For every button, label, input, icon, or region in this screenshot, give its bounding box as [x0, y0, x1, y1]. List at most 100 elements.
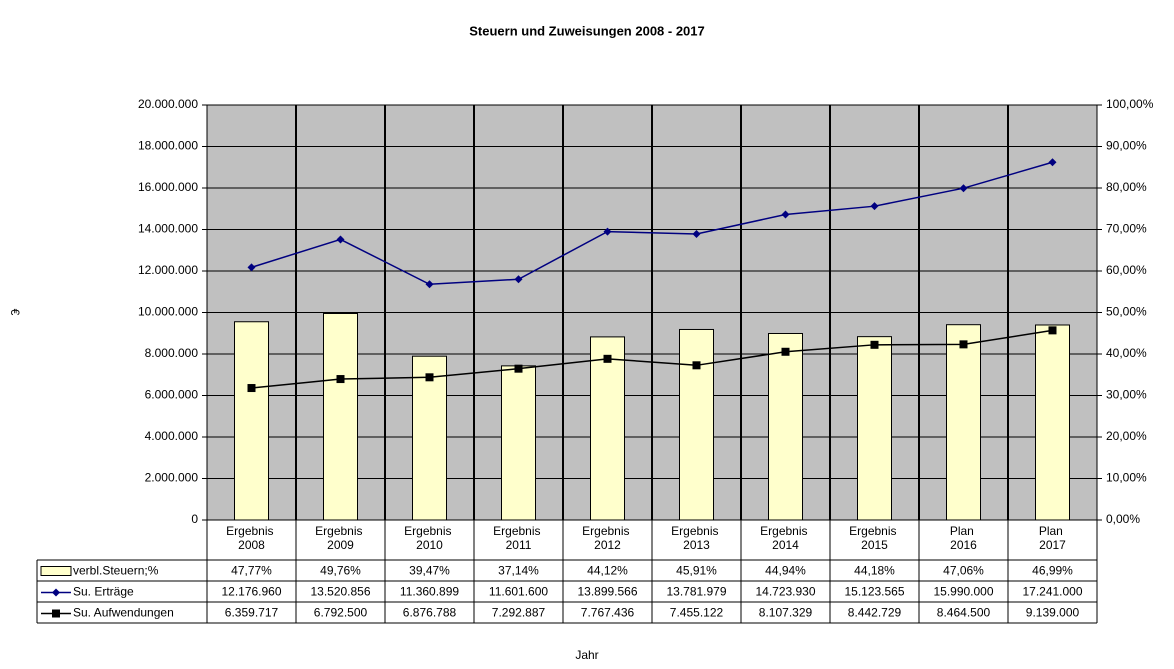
x-tick-label: Ergebnis 2012 — [582, 524, 633, 552]
legend-label: Su. Erträge — [73, 585, 134, 599]
table-value: 17.241.000 — [1022, 585, 1082, 599]
y2-tick-label: 50,00% — [1106, 305, 1147, 319]
y-tick-label: 14.000.000 — [138, 222, 198, 236]
table-value: 8.464.500 — [937, 606, 991, 620]
bar — [946, 324, 981, 521]
marker — [247, 384, 256, 393]
table-value: 11.360.899 — [400, 585, 459, 599]
y2-tick-label: 80,00% — [1106, 180, 1147, 194]
marker — [959, 340, 968, 349]
bar — [323, 312, 358, 521]
x-tick-label: Ergebnis 2008 — [226, 524, 277, 552]
marker — [425, 373, 434, 382]
table-value: 44,18% — [854, 564, 895, 578]
table-value: 47,06% — [943, 564, 984, 578]
marker — [870, 202, 879, 211]
table-value: 15.990.000 — [933, 585, 993, 599]
legend-label: Su. Aufwendungen — [73, 606, 174, 620]
legend-marker — [52, 609, 60, 618]
marker — [514, 275, 523, 284]
y-tick-label: 6.000.000 — [145, 388, 199, 402]
bar — [857, 336, 892, 521]
bar — [679, 328, 714, 521]
marker — [870, 340, 879, 349]
table-value: 6.876.788 — [403, 606, 457, 620]
marker — [425, 280, 434, 289]
y2-tick-label: 0,00% — [1106, 512, 1140, 526]
table-value: 13.520.856 — [310, 585, 370, 599]
x-tick-label: Ergebnis 2015 — [849, 524, 900, 552]
y2-tick-label: 30,00% — [1106, 388, 1147, 402]
table-value: 7.455.122 — [670, 606, 724, 620]
y-tick-label: 8.000.000 — [145, 346, 199, 360]
table-value: 11.601.600 — [489, 585, 548, 599]
y2-tick-label: 60,00% — [1106, 263, 1147, 277]
marker — [1048, 326, 1057, 335]
x-tick-label: Ergebnis 2010 — [404, 524, 455, 552]
marker — [336, 235, 345, 244]
table-value: 44,94% — [765, 564, 806, 578]
y2-tick-label: 40,00% — [1106, 346, 1147, 360]
table-value: 8.107.329 — [759, 606, 813, 620]
table-value: 6.792.500 — [314, 606, 368, 620]
y-tick-label: 18.000.000 — [138, 139, 198, 153]
line — [251, 161, 1053, 286]
x-tick-label: Plan 2017 — [1039, 524, 1066, 552]
legend-label: verbl.Steuern;% — [73, 564, 159, 578]
bar — [501, 365, 536, 521]
y-axis-title: € — [8, 309, 22, 316]
y2-tick-label: 20,00% — [1106, 429, 1147, 443]
table-value: 46,99% — [1032, 564, 1073, 578]
table-value: 49,76% — [320, 564, 361, 578]
chart-title: Steuern und Zuweisungen 2008 - 2017 — [469, 23, 705, 38]
table-value: 47,77% — [231, 564, 272, 578]
y-tick-label: 4.000.000 — [145, 429, 199, 443]
table-value: 39,47% — [409, 564, 450, 578]
y-tick-label: 20.000.000 — [138, 97, 198, 111]
y2-tick-label: 90,00% — [1106, 139, 1147, 153]
table-value: 12.176.960 — [221, 585, 281, 599]
marker — [603, 227, 612, 236]
bar — [412, 355, 447, 521]
table-value: 8.442.729 — [848, 606, 902, 620]
x-tick-label: Ergebnis 2014 — [760, 524, 811, 552]
x-tick-label: Plan 2016 — [950, 524, 977, 552]
bar — [768, 332, 803, 521]
marker — [692, 230, 701, 239]
x-tick-label: Ergebnis 2009 — [315, 524, 366, 552]
x-axis-title: Jahr — [575, 648, 598, 662]
marker — [603, 354, 612, 363]
table-value: 9.139.000 — [1026, 606, 1080, 620]
y2-tick-label: 100,00% — [1106, 97, 1154, 111]
y-tick-label: 12.000.000 — [138, 263, 198, 277]
table-value: 13.781.979 — [666, 585, 726, 599]
marker — [959, 184, 968, 193]
marker — [1048, 158, 1057, 167]
marker — [781, 210, 790, 219]
marker — [781, 347, 790, 356]
marker — [692, 361, 701, 370]
table-value: 45,91% — [676, 564, 717, 578]
legend-key — [40, 566, 72, 576]
table-value: 44,12% — [587, 564, 628, 578]
line — [251, 329, 1053, 389]
y-tick-label: 16.000.000 — [138, 180, 198, 194]
table-value: 15.123.565 — [844, 585, 904, 599]
marker — [336, 375, 345, 384]
legend-marker — [52, 588, 60, 597]
y2-tick-label: 10,00% — [1106, 471, 1147, 485]
bar — [590, 336, 625, 521]
table-value: 7.767.436 — [581, 606, 635, 620]
bar — [1035, 324, 1070, 521]
table-value: 37,14% — [498, 564, 539, 578]
y2-tick-label: 70,00% — [1106, 222, 1147, 236]
marker — [514, 364, 523, 373]
marker — [247, 263, 256, 272]
x-tick-label: Ergebnis 2011 — [493, 524, 544, 552]
table-value: 13.899.566 — [577, 585, 637, 599]
x-tick-label: Ergebnis 2013 — [671, 524, 722, 552]
table-value: 6.359.717 — [225, 606, 279, 620]
y-tick-label: 10.000.000 — [138, 305, 198, 319]
y-tick-label: 0 — [191, 512, 198, 526]
